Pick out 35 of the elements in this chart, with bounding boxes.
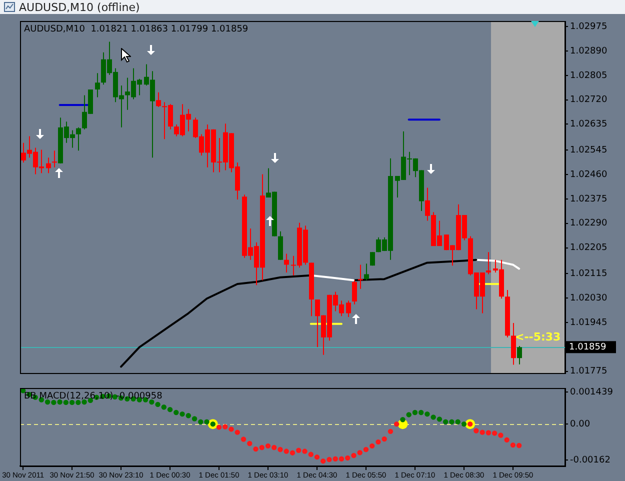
y-tick-label: 1.02290	[570, 218, 608, 229]
y-tick-label: 1.01775	[570, 366, 608, 377]
candlestick	[352, 280, 357, 305]
candlestick	[364, 263, 369, 281]
y-tick-label: 0.001439	[570, 387, 614, 398]
candlestick	[52, 150, 57, 168]
chart-title: AUDUSD,M10 (offline)	[19, 0, 140, 14]
candlestick	[517, 346, 522, 365]
y-tick-label: 1.02890	[570, 46, 608, 56]
y-tick-label: 1.02805	[570, 70, 608, 81]
y-tick-label: 1.02115	[570, 268, 608, 279]
y-tick-label: 1.02545	[570, 145, 608, 156]
candlestick	[95, 72, 100, 98]
y-tick-label: 1.02720	[570, 95, 608, 106]
y-tick-label: 1.01945	[570, 318, 608, 328]
candlestick	[76, 126, 81, 152]
candlestick	[156, 92, 161, 108]
candlestick	[346, 300, 351, 318]
candlestick	[284, 253, 289, 273]
y-tick-label: 0.00	[570, 419, 590, 430]
y-tick-label: 1.02375	[570, 194, 608, 204]
candlestick	[511, 322, 516, 366]
y-tick-label: 1.02975	[570, 22, 608, 32]
y-tick-label: -0.00162	[570, 456, 610, 466]
y-tick-label: 1.02205	[570, 243, 608, 254]
ref-line-label: 1.01859	[569, 342, 606, 353]
y-tick-label: 1.02635	[570, 120, 608, 130]
chart-subtitle: AUDUSD,M10 1.01821 1.01863 1.01799 1.01859	[24, 24, 248, 35]
y-tick-label: 1.02460	[570, 170, 608, 180]
candlestick	[46, 157, 51, 174]
annotation: <--5:33	[515, 330, 561, 344]
candlestick	[278, 230, 283, 260]
candlestick	[486, 252, 491, 275]
y-tick-label: 1.02030	[570, 293, 608, 304]
candlestick	[370, 252, 375, 266]
